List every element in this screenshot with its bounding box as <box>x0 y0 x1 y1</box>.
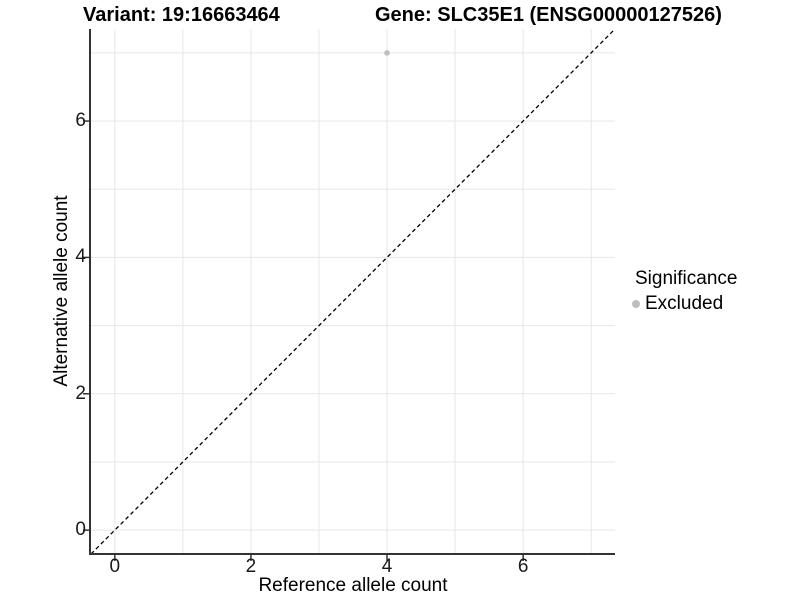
x-tick-label-0: 0 <box>109 556 121 577</box>
identity-line <box>90 28 616 555</box>
x-tick-label-6: 6 <box>517 556 529 577</box>
legend-item-excluded: Excluded <box>632 293 737 315</box>
y-tick-label-0: 0 <box>75 519 86 541</box>
x-tick-label-4: 4 <box>381 556 393 577</box>
legend-item-label: Excluded <box>645 293 724 314</box>
y-tick-label-6: 6 <box>75 110 86 132</box>
legend: Significance Excluded <box>632 268 737 315</box>
x-axis-title: Reference allele count <box>258 575 448 596</box>
x-tick-label-2: 2 <box>245 556 257 577</box>
plot-title-gene: Gene: SLC35E1 (ENSG00000127526) <box>375 4 722 26</box>
legend-point-icon <box>632 300 640 308</box>
data-point <box>384 50 390 56</box>
y-tick-label-2: 2 <box>75 382 86 404</box>
legend-title: Significance <box>635 268 738 289</box>
y-axis-title: Alternative allele count <box>51 195 72 387</box>
plot-title-variant: Variant: 19:16663464 <box>83 4 280 26</box>
y-tick-label-4: 4 <box>75 246 86 268</box>
